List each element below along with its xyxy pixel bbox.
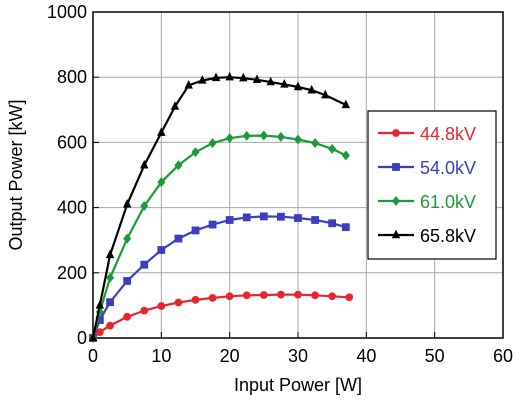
data-point: [225, 133, 234, 144]
data-point: [341, 223, 350, 232]
data-point: [106, 272, 115, 283]
data-point: [95, 328, 104, 337]
legend-label: 44.8kV: [420, 124, 476, 144]
data-point: [328, 143, 337, 154]
data-point: [123, 277, 132, 285]
data-point: [307, 84, 316, 94]
series-3: [88, 71, 351, 342]
legend-swatch-marker: [392, 129, 400, 137]
data-point: [123, 312, 132, 321]
y-tick-label: 200: [57, 263, 87, 283]
data-point: [157, 302, 166, 310]
x-tick-label: 0: [88, 346, 98, 366]
x-tick-label: 40: [356, 346, 376, 366]
x-tick-label: 50: [425, 346, 445, 366]
data-point: [345, 293, 354, 302]
data-point: [174, 298, 183, 307]
y-axis-label: Output Power [kW]: [6, 99, 26, 250]
data-point: [242, 291, 251, 300]
legend: 44.8kV 54.0kV 61.0kV 65.8kV: [367, 110, 497, 260]
data-point: [198, 75, 207, 84]
data-point: [191, 295, 200, 304]
data-point: [242, 130, 251, 141]
y-tick-label: 800: [57, 67, 87, 87]
x-tick-label: 20: [220, 346, 240, 366]
x-tick-label: 60: [493, 346, 513, 366]
data-point: [191, 147, 200, 158]
y-tick-label: 400: [57, 198, 87, 218]
series-2: [88, 130, 350, 343]
data-point: [276, 131, 285, 142]
legend-swatch-marker: [392, 163, 400, 171]
data-point: [225, 216, 234, 224]
legend-label: 61.0kV: [420, 192, 476, 212]
data-point: [95, 300, 105, 309]
data-point: [328, 219, 337, 228]
data-point: [311, 138, 320, 149]
data-point: [208, 294, 217, 302]
data-point: [105, 249, 115, 259]
series-1: [89, 212, 350, 342]
data-point: [157, 177, 166, 188]
data-point: [106, 321, 114, 330]
data-point: [170, 101, 180, 110]
data-point: [294, 290, 302, 299]
data-point: [328, 292, 337, 301]
data-point: [277, 212, 285, 221]
data-point: [259, 212, 268, 221]
data-point: [311, 216, 319, 224]
data-point: [242, 213, 251, 222]
x-tick-label: 10: [151, 346, 171, 366]
series-group: [88, 71, 354, 343]
data-point: [208, 220, 217, 229]
data-point: [341, 150, 350, 161]
data-point: [252, 74, 262, 84]
data-point: [321, 89, 330, 99]
data-point: [311, 291, 319, 300]
data-point: [293, 81, 303, 91]
data-point: [191, 226, 200, 235]
data-point: [259, 291, 268, 299]
data-point: [140, 306, 149, 315]
data-point: [208, 138, 217, 149]
data-point: [277, 290, 285, 299]
legend-label: 54.0kV: [420, 158, 476, 178]
data-point: [140, 159, 149, 169]
data-point: [225, 292, 234, 301]
data-point: [157, 246, 166, 254]
legend-swatch-marker: [391, 196, 401, 206]
data-point: [123, 233, 132, 244]
y-tick-label: 600: [57, 132, 87, 152]
data-point: [88, 332, 98, 342]
data-point: [174, 234, 183, 243]
data-point: [239, 72, 248, 82]
x-axis-label: Input Power [W]: [234, 375, 362, 395]
data-point: [211, 72, 221, 82]
legend-swatch-marker: [391, 229, 401, 239]
data-point: [225, 71, 234, 81]
data-point: [280, 79, 289, 88]
data-point: [294, 214, 302, 222]
data-point: [106, 298, 114, 307]
y-tick-label: 1000: [47, 2, 87, 22]
x-tick-label: 30: [288, 346, 308, 366]
data-point: [140, 200, 149, 211]
data-point: [341, 99, 351, 109]
data-point: [140, 260, 149, 269]
data-point: [174, 160, 183, 171]
data-point: [122, 199, 132, 208]
data-point: [293, 134, 303, 145]
legend-label: 65.8kV: [420, 226, 476, 246]
data-point: [259, 130, 268, 141]
data-point: [184, 80, 193, 89]
y-tick-label: 0: [77, 328, 87, 348]
data-point: [157, 127, 166, 136]
data-point: [266, 76, 275, 86]
